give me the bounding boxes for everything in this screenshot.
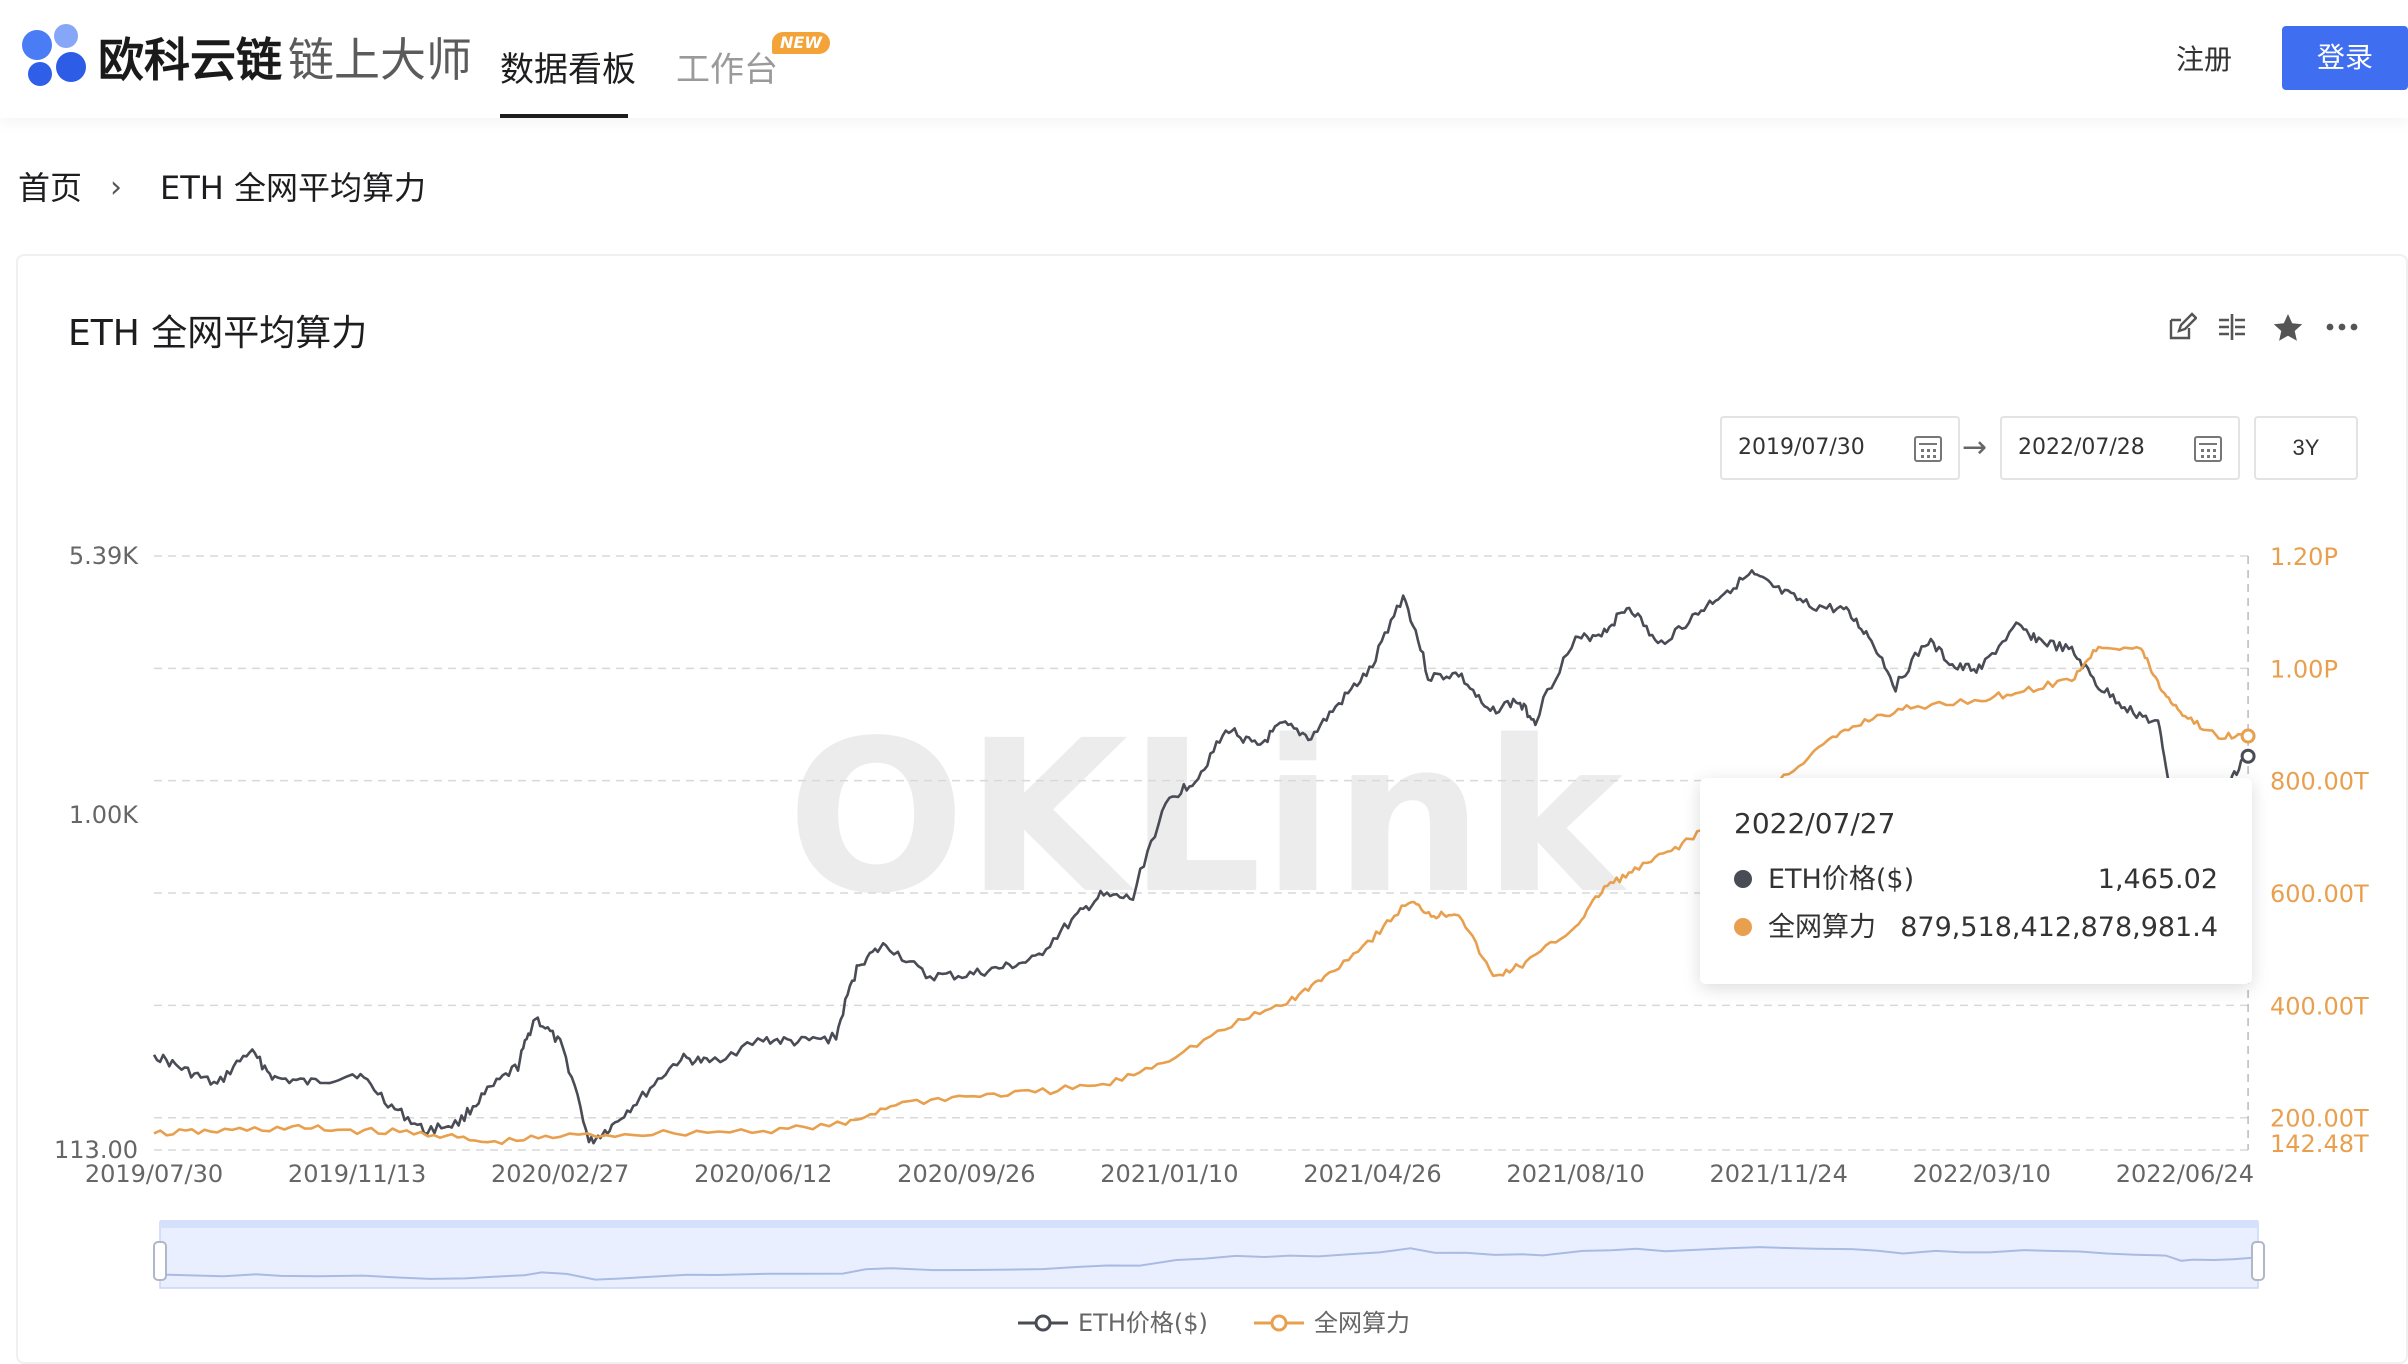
x-axis-tick-label: 2020/06/12 (694, 1160, 832, 1188)
right-axis-tick-label: 1.00P (2270, 655, 2338, 683)
zoom-handle[interactable] (2251, 1241, 2265, 1281)
series-line-hashrate (153, 645, 2250, 1146)
right-axis-tick-label: 400.00T (2270, 992, 2369, 1020)
x-axis-tick-label: 2022/06/24 (2116, 1160, 2254, 1188)
watermark: OKLink (787, 695, 1628, 940)
x-axis-tick-label: 2021/01/10 (1100, 1160, 1238, 1188)
star-icon[interactable] (2268, 312, 2308, 352)
new-badge: NEW (772, 32, 830, 54)
start-date-value: 2019/07/30 (1738, 435, 1865, 460)
right-axis-tick-label: 800.00T (2270, 768, 2369, 796)
breadcrumb-separator-icon: › (110, 170, 122, 205)
nav-active-underline (500, 114, 628, 118)
range-3y-button[interactable]: 3Y (2254, 416, 2358, 480)
zoom-slider-preview (159, 1246, 2257, 1281)
card-title: ETH 全网平均算力 (68, 313, 368, 354)
more-icon[interactable] (2322, 312, 2362, 352)
series-dot-icon (1734, 869, 1752, 888)
zoom-slider-track (159, 1221, 2259, 1289)
x-axis-tick-label: 2019/07/30 (85, 1160, 223, 1188)
login-button[interactable]: 登录 (2282, 26, 2408, 90)
start-date-input[interactable]: 2019/07/30 (1720, 416, 1960, 480)
end-date-value: 2022/07/28 (2018, 435, 2145, 460)
series-dot-icon (1734, 917, 1752, 936)
chart-tooltip: 2022/07/27 ETH价格($) 1,465.02 全网算力 879,51… (1700, 778, 2252, 984)
x-axis-tick-label: 2021/04/26 (1303, 1160, 1441, 1188)
left-axis-tick-label: 113.00 (54, 1136, 138, 1164)
legend-label[interactable]: ETH价格($) (1078, 1309, 1208, 1337)
top-nav: 欧科云链 链上大师 数据看板 工作台 NEW 注册 登录 (0, 0, 2408, 118)
logo-icon[interactable] (22, 24, 90, 92)
x-axis-tick-label: 2020/09/26 (897, 1160, 1035, 1188)
right-axis-tick-label: 142.48T (2270, 1130, 2369, 1158)
legend-label[interactable]: 全网算力 (1314, 1309, 1410, 1337)
end-date-input[interactable]: 2022/07/28 (2000, 416, 2240, 480)
brand-light: 链上大师 (288, 33, 472, 87)
nav-workbench[interactable]: 工作台 (676, 50, 778, 90)
legend-marker-icon (1034, 1314, 1052, 1332)
x-axis-tick-label: 2020/02/27 (491, 1160, 629, 1188)
tooltip-label: 全网算力 (1768, 912, 1876, 943)
series-end-point (2240, 748, 2256, 764)
arrow-right-icon: → (1962, 430, 1988, 465)
calendar-icon[interactable] (2194, 436, 2222, 462)
x-axis-tick-label: 2021/08/10 (1506, 1160, 1644, 1188)
tooltip-date: 2022/07/27 (1734, 807, 1896, 840)
nav-dashboard[interactable]: 数据看板 (500, 50, 636, 90)
legend-marker-icon (1270, 1314, 1288, 1332)
x-axis-tick-label: 2022/03/10 (1913, 1160, 2051, 1188)
tooltip-label: ETH价格($) (1768, 864, 1915, 895)
compare-icon[interactable] (2212, 312, 2252, 352)
tooltip-row-price: ETH价格($) 1,465.02 (1734, 860, 2218, 900)
right-axis-tick-label: 600.00T (2270, 880, 2369, 908)
calendar-icon[interactable] (1914, 436, 1942, 462)
tooltip-value: 879,518,412,878,981.4 (1900, 912, 2218, 943)
series-end-point (2240, 728, 2256, 744)
right-axis-tick-label: 1.20P (2270, 543, 2338, 571)
x-axis-tick-label: 2019/11/13 (288, 1160, 426, 1188)
right-axis-tick-label: 200.00T (2270, 1105, 2369, 1133)
left-axis-tick-label: 1.00K (69, 801, 139, 829)
left-axis-tick-label: 5.39K (69, 542, 139, 570)
zoom-handle[interactable] (153, 1241, 167, 1281)
breadcrumb-home[interactable]: 首页 (18, 169, 83, 207)
edit-icon[interactable] (2162, 312, 2202, 352)
zoom-slider-bar (160, 1220, 2258, 1228)
series-line-eth-price (152, 569, 2249, 1145)
breadcrumb-current: ETH 全网平均算力 (160, 169, 427, 207)
tooltip-row-hashrate: 全网算力 879,518,412,878,981.4 (1734, 908, 2218, 948)
brand-name[interactable]: 欧科云链 链上大师 (98, 30, 472, 90)
register-link[interactable]: 注册 (2176, 43, 2233, 76)
x-axis-tick-label: 2021/11/24 (1710, 1160, 1848, 1188)
tooltip-value: 1,465.02 (2097, 864, 2218, 895)
brand-bold: 欧科云链 (98, 33, 282, 87)
